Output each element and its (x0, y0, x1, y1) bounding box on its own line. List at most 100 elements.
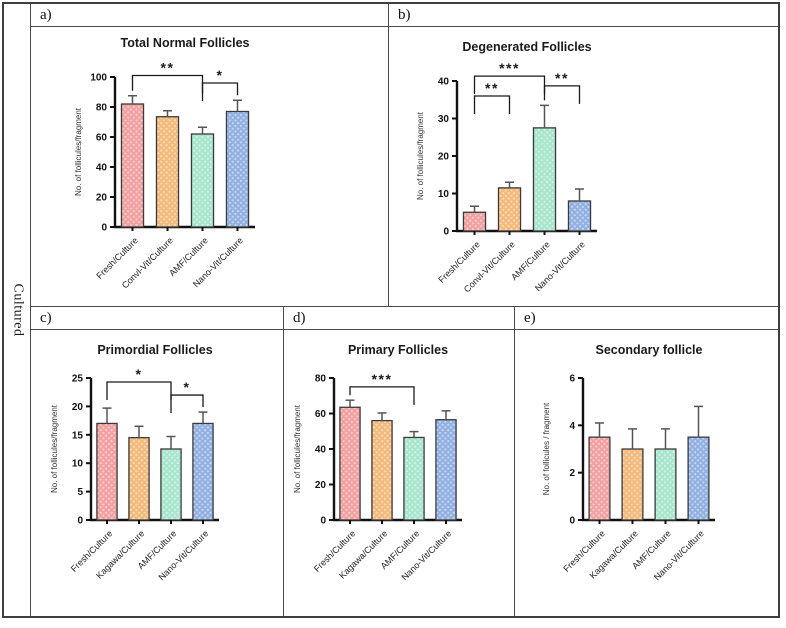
y-tick-label: 30 (438, 114, 450, 125)
figure-table: Cultured a) Total Normal Follicles No. of… (2, 2, 780, 618)
chart-title: Primordial Follicles (97, 343, 212, 357)
panel-a-header: a) (31, 4, 388, 27)
significance-bracket (106, 381, 172, 400)
y-tick-label: 10 (72, 459, 84, 470)
chart-primordial-follicles: Primordial Follicles No. of follicules/fr… (31, 330, 283, 616)
bar-pattern (403, 436, 425, 521)
panel-d: d) Primary Follicles No. of follicules/fr… (283, 307, 514, 616)
bar-pattern (532, 127, 557, 232)
significance-stars: * (136, 366, 143, 382)
bar-pattern (155, 116, 180, 228)
y-tick-label: 15 (72, 430, 84, 441)
y-tick-label: 20 (438, 152, 450, 163)
panel-a-letter: a) (40, 7, 52, 23)
y-tick-label: 60 (96, 133, 108, 144)
significance-stars: ** (161, 60, 175, 76)
panel-b: b) Degenerated Follicles No. of follicule… (388, 4, 778, 306)
significance-bracket (473, 75, 546, 95)
y-axis-label: No. of follicules / fragment (542, 402, 551, 495)
y-axis-label: No. of follicules/fragment (416, 111, 425, 200)
bar-pattern (654, 448, 677, 521)
chart-svg-b: Degenerated Follicles No. of follicules/f… (416, 40, 597, 294)
y-tick-label: 6 (569, 374, 575, 385)
panel-c: c) Primordial Follicles No. of follicules… (31, 307, 283, 616)
panel-e-letter: e) (524, 310, 536, 326)
y-tick-label: 40 (438, 77, 450, 88)
panel-d-letter: d) (293, 310, 306, 326)
chart-degenerated-follicles: Degenerated Follicles No. of follicules/f… (389, 27, 778, 306)
bar-pattern (225, 110, 250, 228)
chart-title: Total Normal Follicles (121, 36, 250, 50)
significance-bracket (543, 85, 581, 104)
significance-stars: ** (555, 70, 569, 86)
cultured-row-label: Cultured (10, 283, 25, 337)
y-tick-label: 80 (315, 374, 327, 385)
y-axis-label: No. of follicules/fragment (50, 404, 59, 493)
panel-c-header: c) (31, 307, 283, 330)
row-label-strip: Cultured (4, 4, 31, 616)
y-tick-label: 2 (569, 468, 575, 479)
bar-pattern (339, 406, 361, 521)
figure-top-row: a) Total Normal Follicles No. of follicul… (31, 4, 778, 306)
bar-pattern (687, 436, 710, 521)
bar-pattern (497, 187, 522, 232)
bar-pattern (120, 103, 145, 228)
bar-pattern (190, 133, 215, 228)
y-axis-label: No. of follicules/fragment (74, 107, 83, 196)
y-tick-label: 0 (569, 516, 575, 527)
significance-bracket (473, 95, 511, 114)
significance-stars: *** (499, 60, 520, 76)
figure-bottom-row: c) Primordial Follicles No. of follicules… (31, 306, 778, 616)
bar-pattern (160, 448, 182, 521)
panel-e-header: e) (515, 307, 778, 330)
bar-pattern (567, 200, 592, 232)
significance-stars: * (217, 67, 224, 83)
chart-secondary-follicle: Secondary follicle No. of follicules / fr… (515, 330, 778, 616)
y-tick-label: 40 (96, 163, 108, 174)
bar-pattern (435, 419, 457, 521)
bar-pattern (128, 436, 150, 521)
y-tick-label: 80 (96, 103, 108, 114)
y-tick-label: 60 (315, 409, 327, 420)
panel-b-header: b) (389, 4, 778, 27)
y-tick-label: 5 (77, 487, 83, 498)
bar-pattern (621, 448, 644, 521)
significance-stars: ** (485, 80, 499, 96)
chart-svg-e: Secondary follicle No. of follicules / fr… (542, 343, 715, 582)
y-tick-label: 20 (315, 480, 327, 491)
panel-e: e) Secondary follicle No. of follicules /… (514, 307, 778, 616)
significance-bracket (349, 386, 415, 405)
panel-a: a) Total Normal Follicles No. of follicul… (31, 4, 388, 306)
chart-title: Primary Follicles (348, 343, 448, 357)
bar-pattern (192, 422, 214, 521)
y-tick-label: 0 (101, 223, 107, 234)
panel-c-letter: c) (40, 310, 52, 326)
y-tick-label: 25 (72, 374, 84, 385)
chart-svg-a: Total Normal Follicles No. of follicules/… (74, 36, 255, 290)
chart-title: Degenerated Follicles (462, 40, 591, 54)
y-axis-label: No. of follicules/fragment (293, 404, 302, 493)
chart-svg-d: Primary Follicles No. of follicules/fragm… (293, 343, 462, 582)
y-tick-label: 20 (96, 193, 108, 204)
bar-pattern (588, 436, 611, 521)
y-tick-label: 4 (569, 421, 575, 432)
chart-total-normal-follicles: Total Normal Follicles No. of follicules/… (31, 27, 388, 306)
significance-stars: * (184, 379, 191, 395)
significance-stars: *** (372, 371, 393, 387)
significance-bracket (131, 74, 204, 94)
y-tick-label: 20 (72, 402, 84, 413)
y-tick-label: 0 (320, 516, 326, 527)
y-tick-label: 0 (443, 227, 449, 238)
panel-d-header: d) (284, 307, 514, 330)
bar-pattern (462, 211, 487, 232)
panel-b-letter: b) (398, 7, 411, 23)
bar-pattern (96, 422, 118, 521)
significance-bracket (170, 394, 204, 414)
figure-content: a) Total Normal Follicles No. of follicul… (31, 4, 778, 616)
chart-svg-c: Primordial Follicles No. of follicules/fr… (50, 343, 219, 582)
chart-primary-follicles: Primary Follicles No. of follicules/fragm… (284, 330, 514, 616)
y-tick-label: 40 (315, 445, 327, 456)
significance-bracket (201, 82, 239, 101)
y-tick-label: 0 (77, 516, 83, 527)
y-tick-label: 100 (90, 73, 107, 84)
